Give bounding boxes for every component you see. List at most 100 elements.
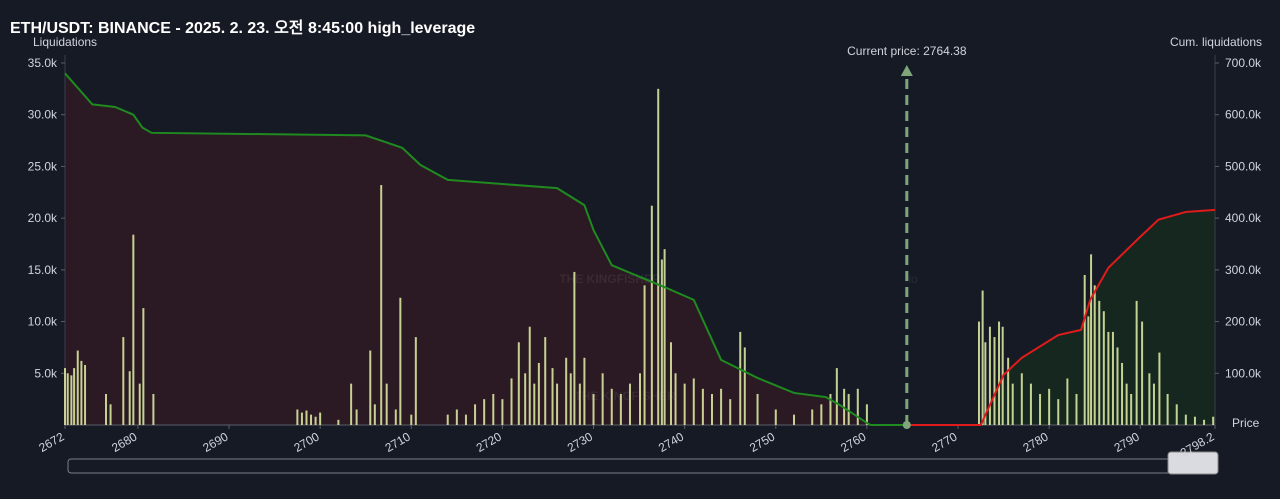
bar: [720, 388, 723, 425]
bar: [305, 410, 308, 425]
bar: [474, 404, 477, 425]
bar: [739, 331, 742, 425]
bar: [1135, 300, 1138, 425]
bar: [1007, 357, 1010, 425]
area-layer: [65, 73, 1215, 425]
bar: [314, 416, 317, 425]
y-tick-label: 30.0k: [28, 108, 58, 122]
watermark-small: THE KINGFISHER: [574, 389, 676, 403]
bar: [592, 393, 595, 425]
bar: [1175, 404, 1178, 425]
y2-tick-label: 600.0k: [1225, 108, 1262, 122]
bar: [1020, 373, 1023, 425]
y-tick-label: 35.0k: [28, 56, 58, 70]
bar: [152, 393, 155, 425]
bar: [610, 388, 613, 425]
bar: [583, 357, 586, 425]
bar: [1039, 393, 1042, 425]
bar: [793, 414, 796, 425]
bar: [619, 393, 622, 425]
bar: [551, 368, 554, 425]
chart-title: ETH/USDT: BINANCE - 2025. 2. 23. 오전 8:45…: [10, 19, 475, 37]
bar: [464, 414, 467, 425]
bar: [601, 373, 604, 425]
bar: [578, 383, 581, 425]
current-price-arrow: [900, 65, 913, 76]
bar: [1121, 362, 1124, 425]
bar: [1083, 275, 1086, 425]
bar: [501, 399, 504, 425]
bar: [1203, 419, 1206, 425]
bar: [660, 259, 663, 425]
cum-line: [64, 72, 907, 426]
bar: [385, 383, 388, 425]
bar: [1011, 383, 1014, 425]
bar: [977, 321, 980, 425]
bar: [537, 362, 540, 425]
bar: [455, 409, 458, 425]
bar: [847, 393, 850, 425]
bar: [528, 326, 531, 425]
bar: [663, 249, 666, 425]
bar: [1111, 331, 1114, 425]
bar: [64, 368, 66, 425]
bar: [319, 412, 322, 425]
bar: [1029, 383, 1032, 425]
cum-area: [906, 209, 1215, 425]
bar: [337, 419, 340, 425]
bar: [446, 414, 449, 425]
bar: [300, 412, 303, 425]
y2-tick-label: 400.0k: [1225, 211, 1262, 225]
scrollbar-handle[interactable]: [1167, 451, 1219, 475]
bar: [865, 404, 868, 425]
bar: [1090, 254, 1093, 425]
y-tick-label: 5.0k: [34, 366, 58, 380]
bar: [710, 393, 713, 425]
bar: [524, 373, 527, 425]
bar: [657, 88, 660, 425]
bar: [66, 373, 69, 425]
bar: [132, 234, 135, 425]
bar: [76, 350, 79, 425]
y2-axis-label: Cum. liquidations: [1170, 35, 1262, 49]
bar: [414, 337, 417, 425]
bar: [517, 342, 520, 425]
y2-tick-label: 500.0k: [1225, 159, 1262, 173]
bar: [1107, 331, 1110, 425]
bar: [1087, 316, 1090, 425]
y-tick-label: 10.0k: [28, 315, 58, 329]
bar: [1148, 373, 1151, 425]
bar: [492, 393, 495, 425]
bar: [70, 375, 73, 425]
bar: [998, 321, 1001, 425]
bar: [1130, 393, 1133, 425]
bar: [811, 409, 814, 425]
bar: [1075, 393, 1078, 425]
bar: [1102, 311, 1105, 425]
bar: [650, 205, 653, 425]
bar: [355, 409, 358, 425]
bar: [105, 393, 108, 425]
bar: [73, 368, 76, 425]
y-tick-label: 25.0k: [28, 159, 58, 173]
bar: [533, 383, 536, 425]
bar: [80, 360, 83, 425]
bar: [399, 297, 402, 425]
bar: [1152, 383, 1155, 425]
bar: [643, 285, 646, 425]
bar: [1158, 352, 1161, 425]
y2-tick-label: 700.0k: [1225, 56, 1262, 70]
bar: [128, 371, 131, 425]
bar: [310, 414, 313, 425]
bar: [1193, 416, 1196, 425]
bar: [835, 368, 838, 425]
bar: [669, 342, 672, 425]
bar: [729, 399, 732, 425]
x-axis-label: Price: [1232, 416, 1260, 430]
current-price-dot: [902, 421, 911, 429]
bar: [1212, 416, 1215, 425]
bar: [350, 383, 353, 425]
bar: [628, 383, 631, 425]
bar: [1141, 321, 1144, 425]
